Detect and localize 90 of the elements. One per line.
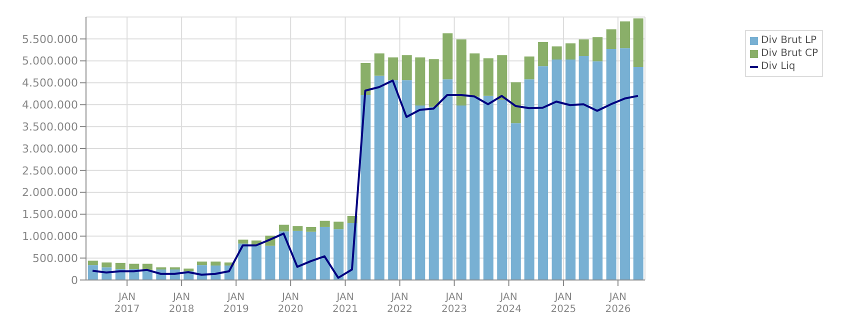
y-tick-label: 5.000.000: [22, 54, 78, 68]
bar: [510, 123, 521, 280]
bar: [483, 96, 494, 280]
x-tick-label: JAN 2022: [387, 292, 412, 313]
bar: [442, 33, 453, 80]
bar: [88, 260, 98, 266]
bar: [402, 55, 412, 80]
bar: [102, 262, 112, 268]
line-series: [92, 80, 639, 279]
y-tick-label: 2.000.000: [22, 186, 78, 200]
bar: [524, 56, 534, 80]
bar: [456, 106, 466, 280]
bar: [374, 53, 384, 76]
bar: [524, 79, 534, 280]
bar: [292, 230, 303, 280]
bar: [334, 229, 344, 280]
bar: [388, 80, 398, 280]
bar: [538, 42, 548, 66]
y-tick-label: 500.000: [32, 252, 78, 265]
x-tick-label: JAN 2025: [550, 292, 576, 313]
bar: [415, 106, 426, 280]
y-tick-label: 1.000.000: [22, 230, 78, 244]
bar: [88, 265, 98, 280]
y-tick-label: 0: [71, 274, 78, 287]
bar: [196, 262, 207, 266]
bar: [578, 56, 589, 280]
bar: [184, 268, 194, 272]
bar: [374, 76, 384, 280]
bar: [428, 59, 439, 107]
bar: [428, 106, 439, 280]
bar: [320, 220, 330, 227]
bar: [566, 60, 576, 280]
bar: [306, 226, 316, 232]
bar: [552, 46, 562, 60]
bar: [306, 232, 316, 280]
bar: [497, 100, 508, 280]
bar: [606, 29, 616, 49]
bar: [415, 57, 426, 106]
y-tick-label: 1.500.000: [22, 208, 78, 222]
x-tick-label: JAN 2026: [605, 292, 631, 313]
x-tick-label: JAN 2021: [332, 292, 358, 313]
bar: [320, 226, 330, 280]
bar: [592, 61, 603, 280]
bar: [292, 226, 303, 231]
x-tick-label: JAN 2019: [223, 292, 249, 313]
x-tick-label: JAN 2024: [496, 292, 522, 313]
bar: [334, 222, 344, 230]
bar: [497, 55, 508, 100]
bar: [620, 48, 630, 280]
bar: [360, 63, 371, 96]
x-tick-label: JAN 2018: [168, 292, 194, 313]
bar: [402, 80, 412, 280]
bar: [578, 39, 589, 56]
bar: [238, 240, 248, 244]
y-tick-label: 2.500.000: [22, 164, 78, 178]
bar: [115, 262, 126, 270]
bar: [388, 57, 398, 80]
bar: [538, 66, 548, 280]
bar: [251, 245, 262, 280]
bar: [360, 95, 371, 280]
bar: [470, 96, 480, 280]
x-tick-label: JAN 2017: [114, 292, 140, 313]
x-tick-label: JAN 2023: [442, 292, 468, 313]
bar: [278, 231, 289, 280]
legend-label: Div Brut LP: [761, 35, 817, 46]
y-tick-label: 4.000.000: [22, 98, 78, 112]
y-tick-label: 4.500.000: [22, 76, 78, 90]
legend-label: Div Brut CP: [761, 48, 818, 59]
bar: [456, 39, 466, 106]
bar: [442, 79, 453, 280]
bar: [483, 58, 494, 96]
bar: [129, 264, 140, 270]
bar: [210, 262, 221, 266]
x-tick-label: JAN 2020: [278, 292, 304, 313]
legend-label: Div Liq: [761, 61, 796, 72]
bar: [552, 60, 562, 280]
bar: [592, 37, 603, 62]
bar: [566, 43, 576, 60]
bar: [278, 224, 289, 232]
bar: [633, 18, 644, 67]
bar: [238, 244, 248, 280]
y-tick-label: 3.000.000: [22, 142, 78, 156]
bar: [470, 53, 480, 97]
y-tick-label: 5.500.000: [22, 32, 78, 46]
bar: [265, 246, 276, 280]
bar: [510, 82, 521, 124]
bar: [633, 66, 644, 280]
y-tick-label: 3.500.000: [22, 120, 78, 134]
bar: [606, 49, 616, 280]
bar: [620, 21, 630, 48]
